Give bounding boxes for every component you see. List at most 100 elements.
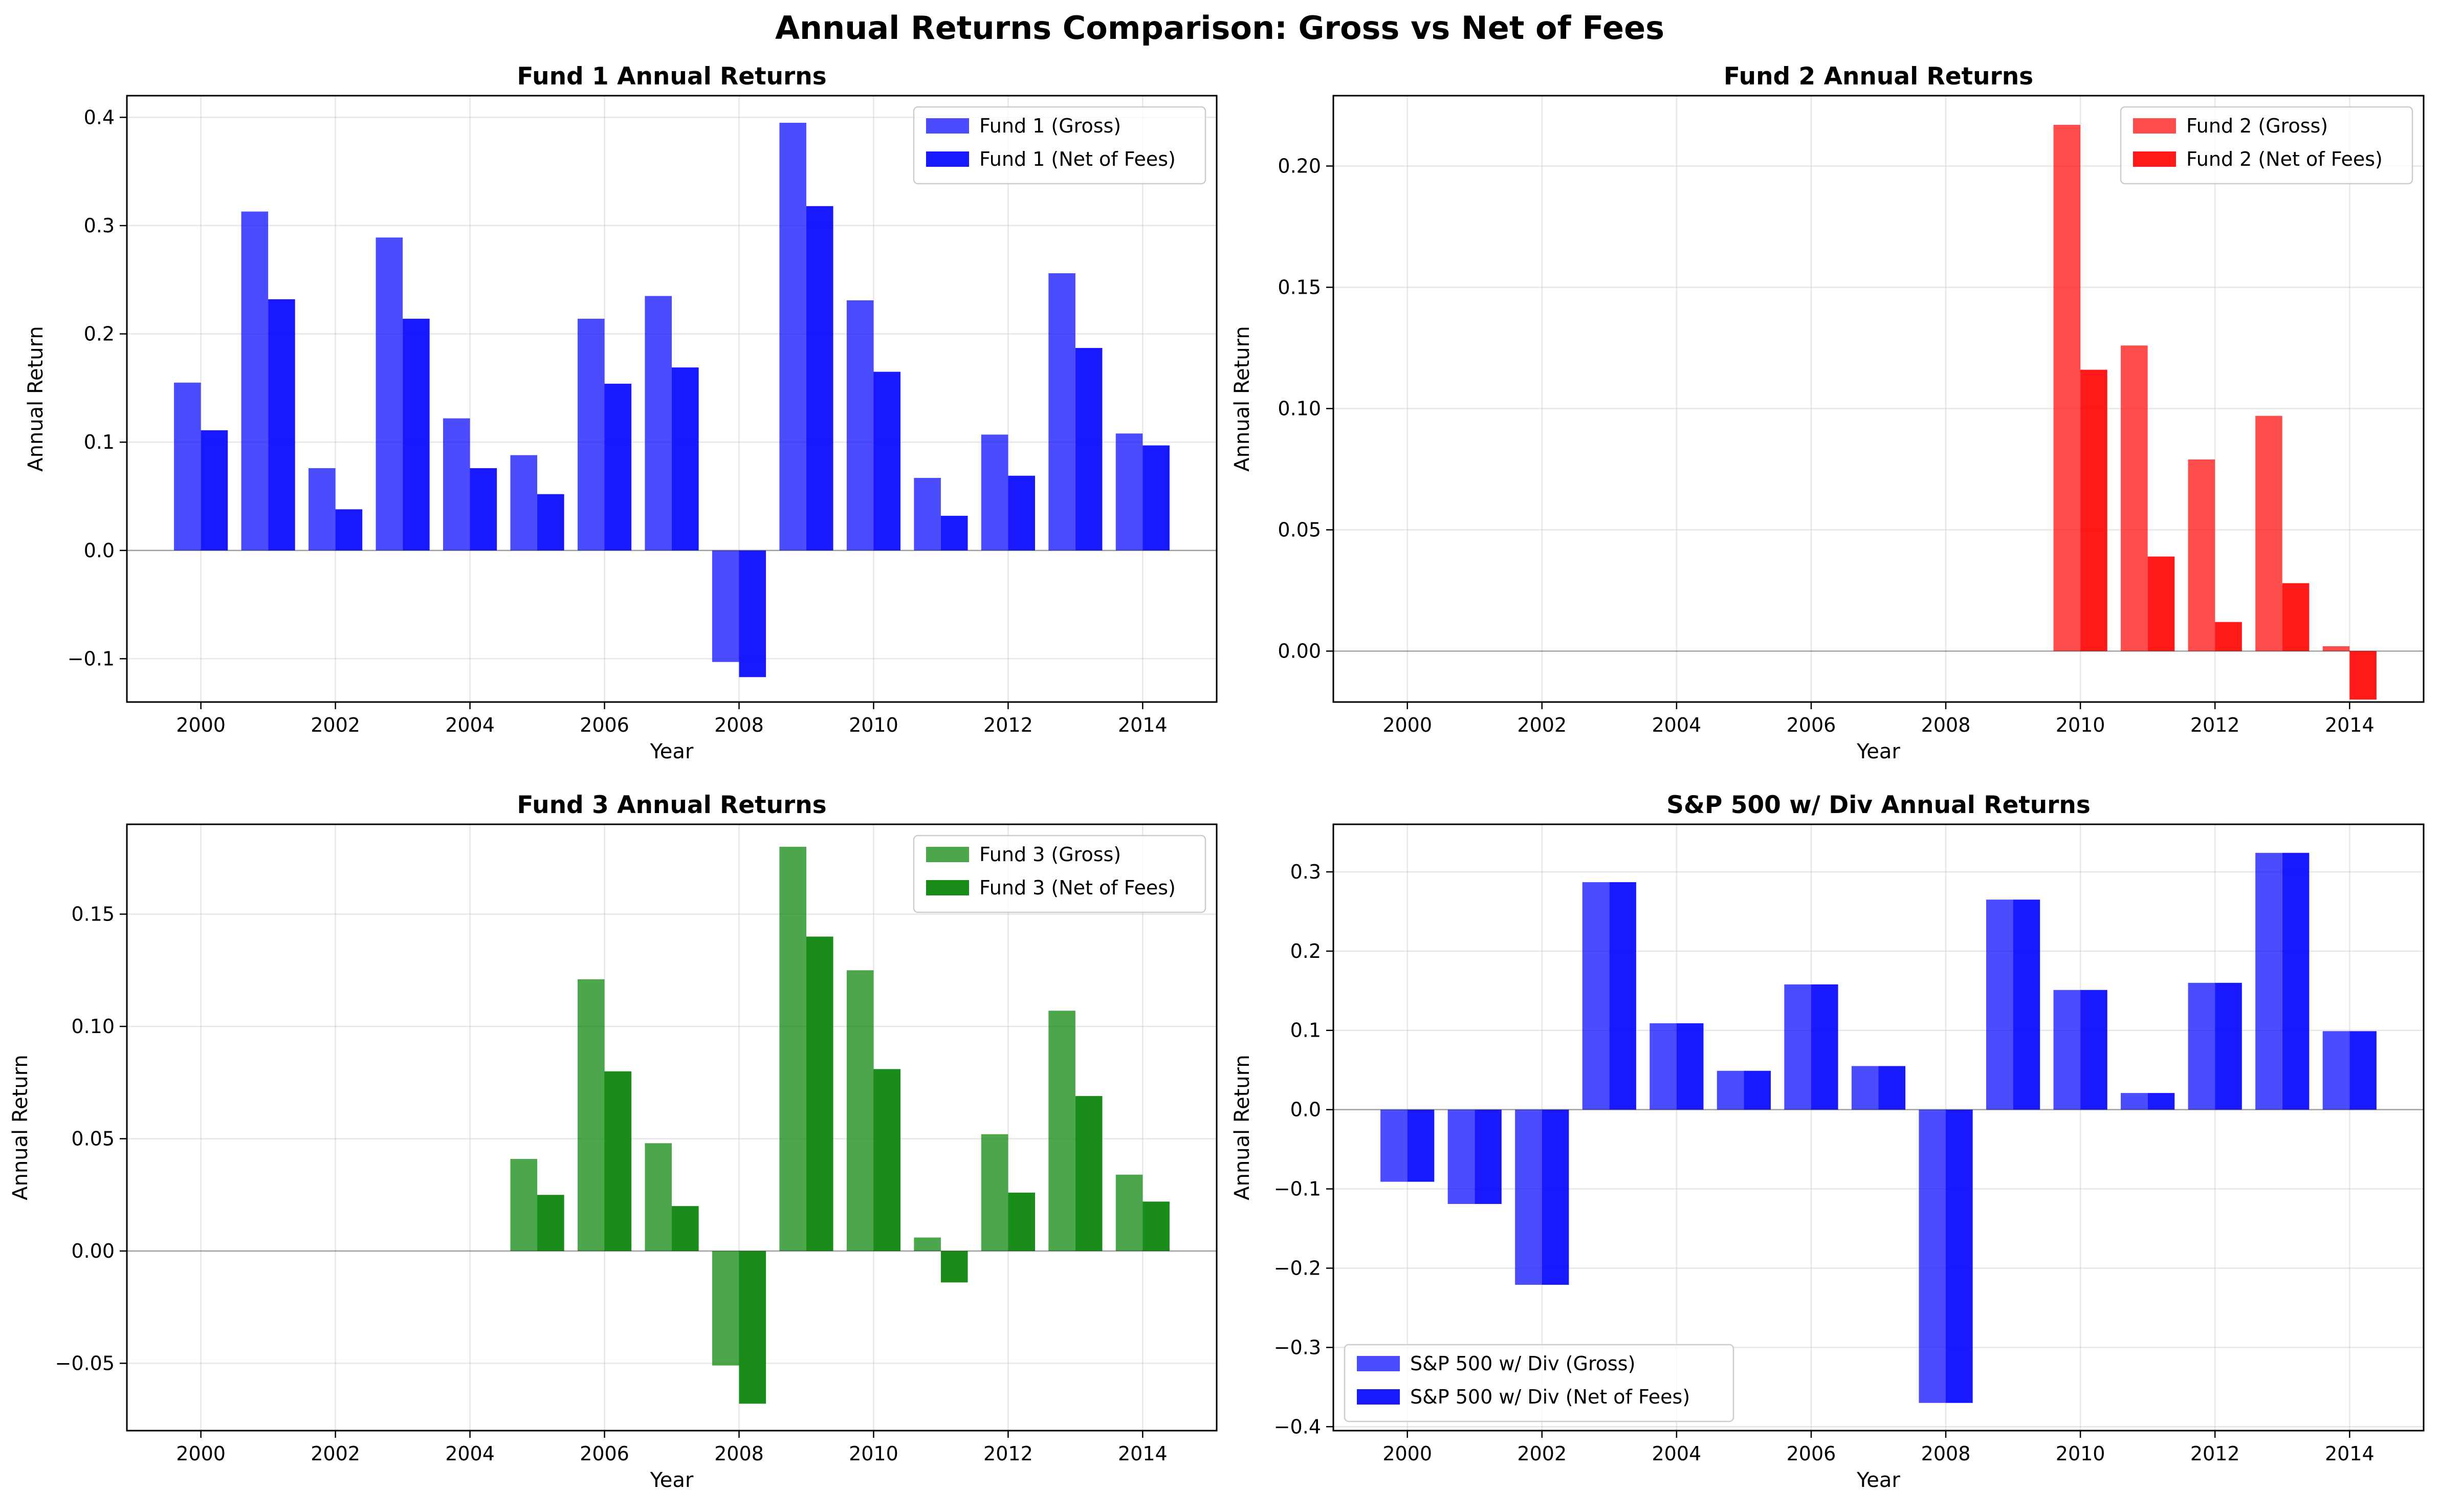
legend-swatch (2133, 118, 2176, 134)
legend-label: Fund 3 (Gross) (979, 843, 1121, 866)
bar-gross (577, 979, 605, 1251)
bar-net (1609, 882, 1636, 1110)
bar-gross (2053, 990, 2081, 1110)
y-tick-label: −0.1 (68, 647, 115, 670)
bar-gross (1582, 882, 1610, 1110)
legend-swatch (926, 880, 969, 895)
bar-net (1946, 1109, 1973, 1403)
bar-gross (981, 1134, 1008, 1251)
bar-net (1008, 475, 1035, 551)
x-tick-label: 2000 (1382, 714, 1432, 736)
y-axis-label: Annual Return (1230, 1055, 1254, 1200)
legend-box (2120, 106, 2413, 185)
bar-gross (914, 1237, 941, 1251)
y-tick-label: 0.3 (84, 214, 115, 237)
bar-net (268, 299, 295, 551)
bar-net (2147, 556, 2175, 651)
bar-gross (241, 211, 269, 551)
bar-net (2080, 990, 2107, 1110)
bar-gross (2121, 345, 2148, 651)
bar-gross (443, 418, 470, 551)
bar-gross (2188, 982, 2215, 1110)
x-tick-label: 2002 (1517, 1442, 1567, 1465)
bar-gross (510, 455, 538, 551)
bar-gross (376, 237, 403, 551)
y-tick-label: −0.2 (1274, 1257, 1321, 1279)
legend-label: Fund 2 (Net of Fees) (2186, 148, 2383, 170)
x-tick-label: 2014 (2325, 1442, 2375, 1465)
plot-frame (126, 95, 1218, 703)
panel-title: Fund 3 Annual Returns (517, 791, 826, 819)
bar-gross (1851, 1066, 1879, 1110)
bar-net (1475, 1109, 1502, 1204)
x-tick-label: 2008 (714, 1442, 764, 1465)
legend-label: Fund 1 (Net of Fees) (979, 148, 1176, 170)
bar-gross (1380, 1109, 1408, 1182)
x-tick-label: 2014 (1118, 1442, 1168, 1465)
bar-net (1878, 1066, 1906, 1110)
chart-panel-4: 2000 2002 2004 2006 2008 2010 2012 2014 −0.4 −0.3… (1230, 791, 2425, 1492)
x-tick-label: 2012 (983, 1442, 1033, 1465)
bar-net (537, 494, 564, 551)
bar-net (335, 509, 363, 551)
bar-gross (309, 468, 336, 551)
bar-gross (1447, 1109, 1475, 1204)
bar-gross (914, 477, 941, 551)
y-tick-label: 0.15 (71, 903, 115, 926)
bar-gross (174, 382, 201, 551)
bar-net (403, 318, 430, 551)
legend: Fund 3 (Gross) Fund 3 (Net of Fees) (913, 835, 1206, 913)
x-tick-label: 2010 (2056, 714, 2105, 736)
x-tick-label: 2006 (580, 1442, 629, 1465)
legend: S&P 500 w/ Div (Gross) S&P 500 w/ Div (Ne… (1344, 1344, 1734, 1422)
bar-gross (1048, 1011, 1075, 1251)
bar-gross (510, 1158, 538, 1251)
plot-frame (1332, 823, 2425, 1432)
y-tick-label: 0.20 (1278, 155, 1321, 177)
bar-gross (645, 296, 672, 551)
x-tick-label: 2002 (1517, 714, 1567, 736)
x-tick-label: 2000 (176, 714, 226, 736)
x-tick-label: 2010 (849, 714, 898, 736)
bar-net (2349, 1031, 2377, 1110)
legend-swatch (926, 151, 969, 167)
chart-panel-2: 2000 2002 2004 2006 2008 2010 2012 2014 0.00 0.05… (1230, 62, 2425, 763)
y-tick-label: −0.05 (55, 1352, 115, 1374)
bar-net (2080, 369, 2107, 651)
bar-net (1075, 348, 1103, 551)
bar-gross (712, 550, 739, 662)
bar-net (604, 383, 632, 551)
legend-swatch (1357, 1389, 1400, 1405)
bar-gross (846, 300, 874, 551)
y-tick-label: 0.10 (71, 1015, 115, 1038)
bar-gross (1048, 273, 1075, 551)
bar-net (2282, 583, 2310, 651)
x-tick-label: 2006 (1787, 714, 1836, 736)
y-axis-label: Annual Return (9, 1055, 32, 1200)
y-tick-label: 0.3 (1290, 861, 1321, 883)
y-tick-label: 0.0 (84, 539, 115, 562)
bar-gross (2053, 124, 2081, 651)
legend-swatch (926, 118, 969, 134)
bar-gross (846, 970, 874, 1251)
bar-net (873, 1069, 901, 1251)
bar-net (739, 550, 766, 677)
x-tick-label: 2008 (1921, 714, 1971, 736)
bar-gross (1115, 433, 1143, 551)
y-tick-label: 0.00 (1278, 640, 1321, 662)
legend-label: S&P 500 w/ Div (Gross) (1410, 1352, 1635, 1375)
x-tick-label: 2006 (580, 714, 629, 736)
legend-label: S&P 500 w/ Div (Net of Fees) (1410, 1386, 1690, 1408)
bar-gross (2188, 459, 2215, 651)
bar-net (739, 1251, 766, 1404)
legend-swatch (1357, 1356, 1400, 1371)
bar-gross (1115, 1174, 1143, 1251)
panel-title: S&P 500 w/ Div Annual Returns (1666, 791, 2091, 819)
x-tick-label: 2004 (1652, 714, 1702, 736)
y-tick-label: −0.1 (1274, 1178, 1321, 1200)
bar-net (1008, 1192, 1035, 1251)
bar-gross (2322, 646, 2350, 651)
y-tick-label: 0.00 (71, 1240, 115, 1262)
bar-gross (2255, 415, 2282, 651)
